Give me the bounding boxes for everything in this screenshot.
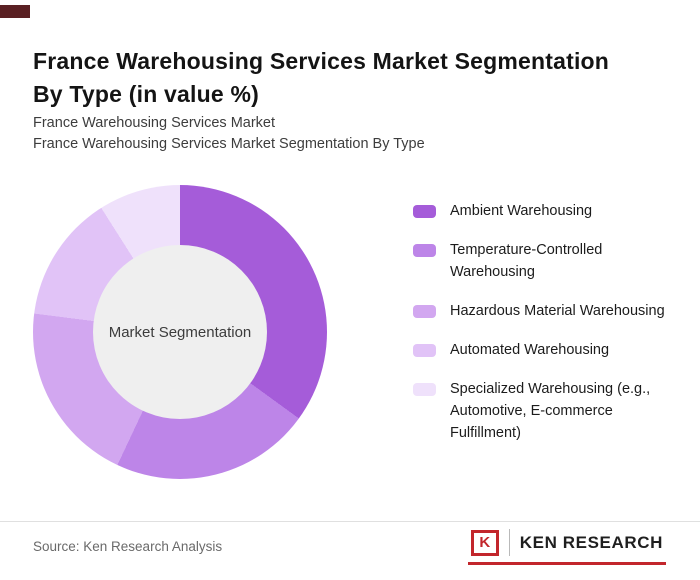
page-title: France Warehousing Services Market Segme… (33, 45, 609, 111)
legend-item: Specialized Warehousing (e.g., Automotiv… (413, 378, 665, 444)
donut-hole: Market Segmentation (93, 245, 267, 419)
legend-swatch (413, 244, 436, 257)
subtitle-block: France Warehousing Services Market Franc… (33, 113, 425, 155)
legend-label: Hazardous Material Warehousing (450, 303, 665, 319)
legend-swatch (413, 305, 436, 318)
legend-swatch (413, 383, 436, 396)
footer-divider (0, 521, 700, 522)
legend-swatch (413, 205, 436, 218)
logo-divider (508, 529, 510, 556)
legend-label: Temperature-Controlled Warehousing (450, 242, 603, 280)
legend-item: Ambient Warehousing (413, 200, 665, 222)
logo-k-icon: K (470, 529, 499, 556)
title-line-1: France Warehousing Services Market Segme… (33, 48, 610, 75)
logo-text: KEN RESEARCH (519, 532, 663, 552)
legend: Ambient Warehousing Temperature-Controlle… (413, 200, 665, 461)
logo-underline (467, 562, 666, 565)
donut-chart: Market Segmentation (33, 185, 327, 479)
logo-row: K KEN RESEARCH (468, 529, 666, 562)
donut-center-label: Market Segmentation (108, 323, 252, 341)
title-line-2: By Type (in value %) (33, 81, 259, 108)
legend-label: Automated Warehousing (450, 342, 610, 358)
legend-item: Automated Warehousing (413, 339, 665, 361)
legend-item: Hazardous Material Warehousing (413, 300, 665, 322)
source-text: Source: Ken Research Analysis (33, 539, 223, 554)
ken-research-logo: K KEN RESEARCH (467, 529, 666, 565)
legend-item: Temperature-Controlled Warehousing (413, 239, 665, 283)
legend-label: Specialized Warehousing (e.g., Automotiv… (450, 381, 651, 441)
subtitle-1: France Warehousing Services Market (33, 115, 276, 131)
subtitle-2: France Warehousing Services Market Segme… (33, 136, 425, 152)
legend-label: Ambient Warehousing (450, 203, 593, 219)
corner-accent (0, 5, 30, 18)
legend-swatch (413, 344, 436, 357)
